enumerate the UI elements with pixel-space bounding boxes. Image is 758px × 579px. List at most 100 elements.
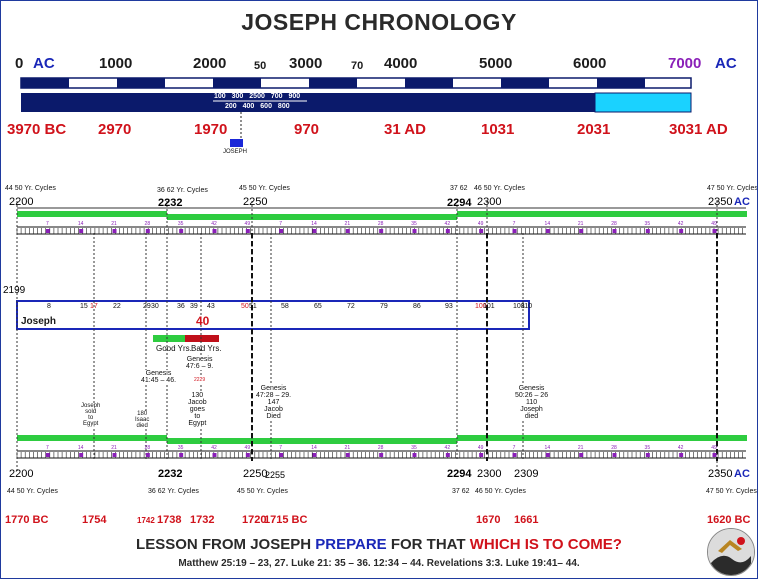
purple-marker [479,453,484,457]
purple-marker [479,229,484,233]
purple-marker [579,453,584,457]
tick-number: 42 [445,221,451,227]
tick-number: 28 [145,445,151,451]
tick-number: 14 [545,445,551,451]
upper-year-2300: 2300 [477,196,502,208]
date-970: 970 [294,121,320,138]
tick-number: 28 [145,221,151,227]
joseph-age: 108 [513,303,525,310]
date-3970bc: 3970 BC [7,121,67,138]
scale-label-1000: 1000 [99,55,133,72]
lesson-come: WHICH IS TO COME? [469,536,622,553]
scale-label-50: 50 [254,60,267,72]
upper-year-2250: 2250 [243,196,268,208]
tick-number: 35 [178,221,184,227]
date-1970: 1970 [194,121,228,138]
purple-marker [679,453,684,457]
tick-number: 14 [545,221,551,227]
tick-number: 42 [678,221,684,227]
date-2970: 2970 [98,121,132,138]
purple-marker [412,453,417,457]
joseph-age: 17 [90,303,98,310]
tick-number: 14 [311,445,317,451]
upper-cycle-44: 44 50 Yr. Cycles [5,185,56,192]
tick-number: 21 [111,221,117,227]
purple-marker [179,453,184,457]
lower-cycle-46: 46 50 Yr. Cycles [475,488,526,495]
scale-label-70: 70 [351,60,364,72]
purple-marker [512,229,517,233]
joseph-age: 79 [380,303,388,310]
tick-layer: 7 7 14 14 21 21 28 28 35 35 42 42 49 49 7 7 14 14 21 21 28 28… [16,221,744,458]
year-2199: 2199 [3,285,26,296]
lower-year-2294: 2294 [447,468,472,480]
lower-timeline [17,435,747,459]
good-years-bar [153,335,185,342]
joseph-age: 72 [347,303,355,310]
purple-marker [712,453,717,457]
tick-number: 49 [711,445,717,451]
purple-marker [645,453,650,457]
tick-number: 7 [46,445,49,451]
logo-mark [708,529,754,575]
purple-marker [612,229,617,233]
bad-years-bar [185,335,219,342]
date-31ad: 31 AD [384,121,426,138]
purple-marker [679,229,684,233]
joseph-age: 101 [483,303,495,310]
inner-2500: 2500 [249,93,265,100]
joseph-age: 30 [151,303,159,310]
purple-marker [279,229,284,233]
upper-cycle-36: 36 62 Yr. Cycles [157,187,208,194]
lower-cycle-37: 37 62 [452,488,470,495]
page-title: JOSEPH CHRONOLOGY [241,9,517,35]
lower-cycle-45: 45 50 Yr. Cycles [237,488,288,495]
top-ruler [20,77,692,89]
purple-marker [345,229,350,233]
tick-number: 7 [279,445,282,451]
lower-year-2350: 2350 [708,468,733,480]
event-jacob-egypt: 130 Jacob goes to Egypt [188,392,207,427]
inner-labels-top: 100 300 2500 700 900 [214,93,300,100]
date-1031: 1031 [481,121,515,138]
event-jacob-died: Genesis 47:28 – 29. 147 Jacob Died [256,385,292,420]
tick-number: 49 [711,221,717,227]
joseph-age: 51 [249,303,257,310]
bad-years-label: Bad Yrs. [191,344,222,353]
lesson-prepare: PREPARE [315,536,387,553]
inner-900: 900 [288,93,301,100]
tick-number: 7 [513,221,516,227]
purple-marker [312,453,317,457]
purple-marker [279,453,284,457]
purple-marker [145,229,150,233]
inner-100: 100 [214,93,226,100]
scale-label-3000: 3000 [289,55,323,72]
upper-cycle-47: 47 50 Yr. Cycles [707,185,758,192]
inner-labels-bottom: 200 400 600 800 [225,103,290,110]
purple-marker [179,229,184,233]
joseph-age: 39 [190,303,198,310]
purple-marker [145,453,150,457]
joseph-age: 15 [80,303,88,310]
purple-marker [112,229,117,233]
lower-cycle-44: 44 50 Yr. Cycles [7,488,58,495]
purple-marker [645,229,650,233]
scale-label-4000: 4000 [384,55,418,72]
purple-marker [79,453,84,457]
purple-marker [612,453,617,457]
inner-700: 700 [270,93,283,100]
joseph-age: 58 [281,303,289,310]
tick-number: 49 [245,445,251,451]
lower-date-1738: 1738 [157,514,182,526]
lower-date-1770bc: 1770 BC [5,514,49,526]
purple-marker [712,229,717,233]
lesson-refs: Matthew 25:19 – 23, 27. Luke 21: 35 – 36… [178,558,580,569]
joseph-age: 8 [47,303,51,310]
purple-marker [379,229,384,233]
tick-number: 21 [111,445,117,451]
guide-lines [16,201,718,471]
joseph-marker-label: JOSEPH [223,149,248,155]
tick-number: 42 [445,445,451,451]
lower-date-1620bc: 1620 BC [707,514,751,526]
lower-date-1670: 1670 [476,514,501,526]
